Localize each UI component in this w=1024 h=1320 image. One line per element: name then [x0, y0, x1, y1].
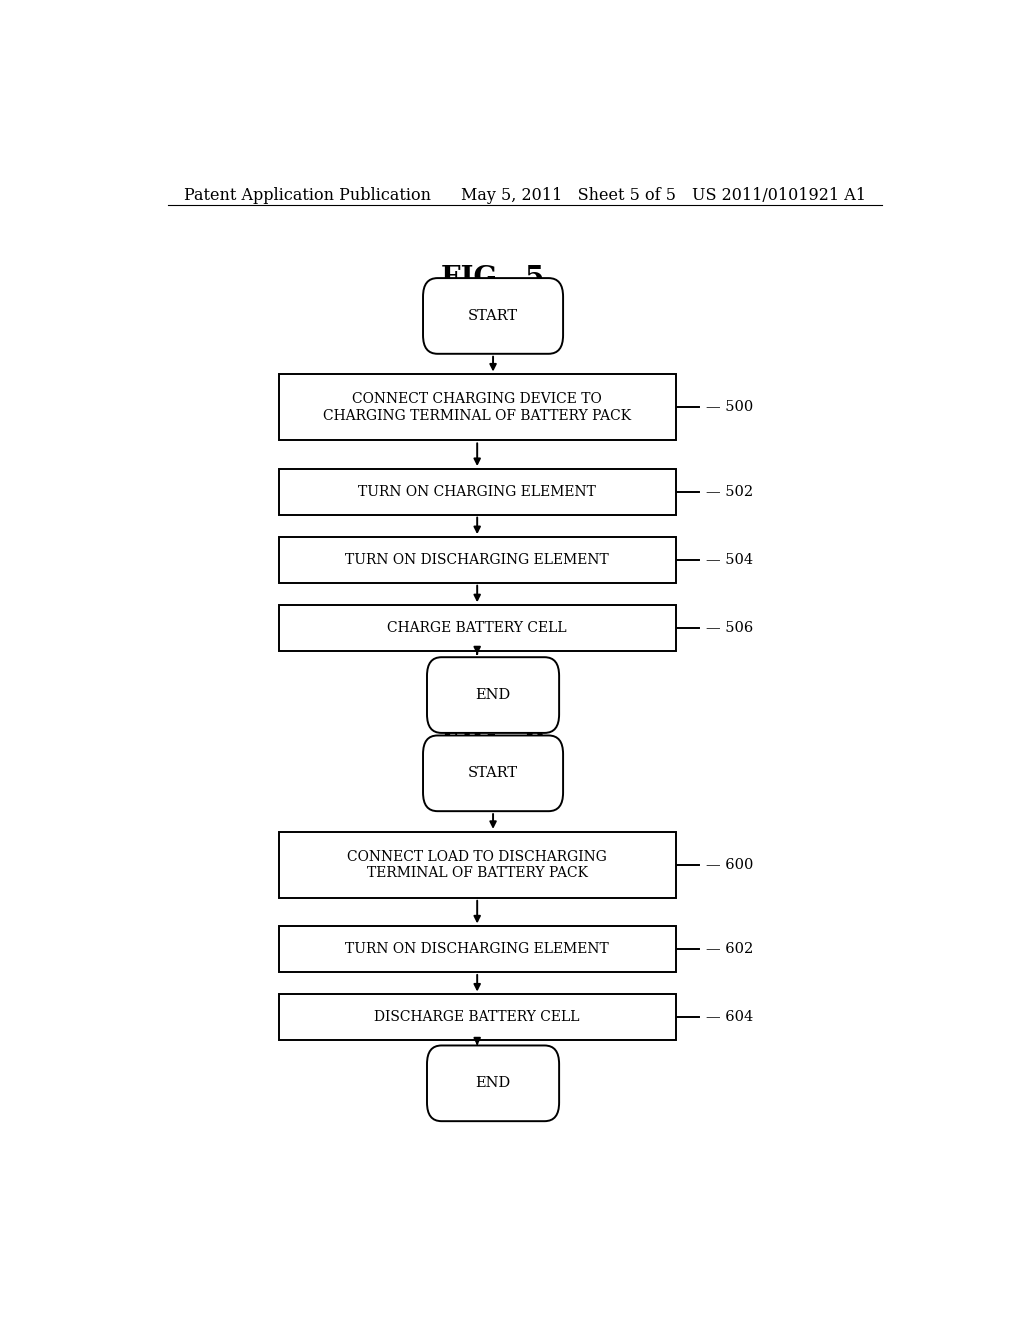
Text: CONNECT CHARGING DEVICE TO
CHARGING TERMINAL OF BATTERY PACK: CONNECT CHARGING DEVICE TO CHARGING TERM… [324, 392, 631, 422]
FancyBboxPatch shape [427, 657, 559, 733]
FancyBboxPatch shape [279, 537, 676, 582]
FancyBboxPatch shape [423, 279, 563, 354]
Text: CONNECT LOAD TO DISCHARGING
TERMINAL OF BATTERY PACK: CONNECT LOAD TO DISCHARGING TERMINAL OF … [347, 850, 607, 880]
Text: US 2011/0101921 A1: US 2011/0101921 A1 [692, 187, 866, 203]
FancyBboxPatch shape [279, 375, 676, 441]
FancyBboxPatch shape [279, 927, 676, 972]
Text: CHARGE BATTERY CELL: CHARGE BATTERY CELL [387, 620, 567, 635]
Text: TURN ON CHARGING ELEMENT: TURN ON CHARGING ELEMENT [358, 484, 596, 499]
Text: — 602: — 602 [706, 942, 753, 956]
Text: — 500: — 500 [706, 400, 753, 414]
Text: TURN ON DISCHARGING ELEMENT: TURN ON DISCHARGING ELEMENT [345, 553, 609, 566]
FancyBboxPatch shape [279, 469, 676, 515]
Text: FIG.  5: FIG. 5 [441, 265, 545, 292]
Text: — 600: — 600 [706, 858, 753, 871]
FancyBboxPatch shape [279, 832, 676, 898]
Text: — 504: — 504 [706, 553, 753, 566]
Text: FIG.  6: FIG. 6 [441, 722, 545, 750]
Text: TURN ON DISCHARGING ELEMENT: TURN ON DISCHARGING ELEMENT [345, 942, 609, 956]
Text: END: END [475, 1076, 511, 1090]
Text: — 604: — 604 [706, 1010, 753, 1024]
Text: DISCHARGE BATTERY CELL: DISCHARGE BATTERY CELL [375, 1010, 580, 1024]
Text: May 5, 2011   Sheet 5 of 5: May 5, 2011 Sheet 5 of 5 [461, 187, 676, 203]
Text: — 506: — 506 [706, 620, 753, 635]
FancyBboxPatch shape [279, 994, 676, 1040]
FancyBboxPatch shape [279, 605, 676, 651]
Text: Patent Application Publication: Patent Application Publication [183, 187, 430, 203]
Text: START: START [468, 309, 518, 323]
FancyBboxPatch shape [423, 735, 563, 812]
FancyBboxPatch shape [427, 1045, 559, 1121]
Text: END: END [475, 688, 511, 702]
Text: — 502: — 502 [706, 484, 753, 499]
Text: START: START [468, 767, 518, 780]
